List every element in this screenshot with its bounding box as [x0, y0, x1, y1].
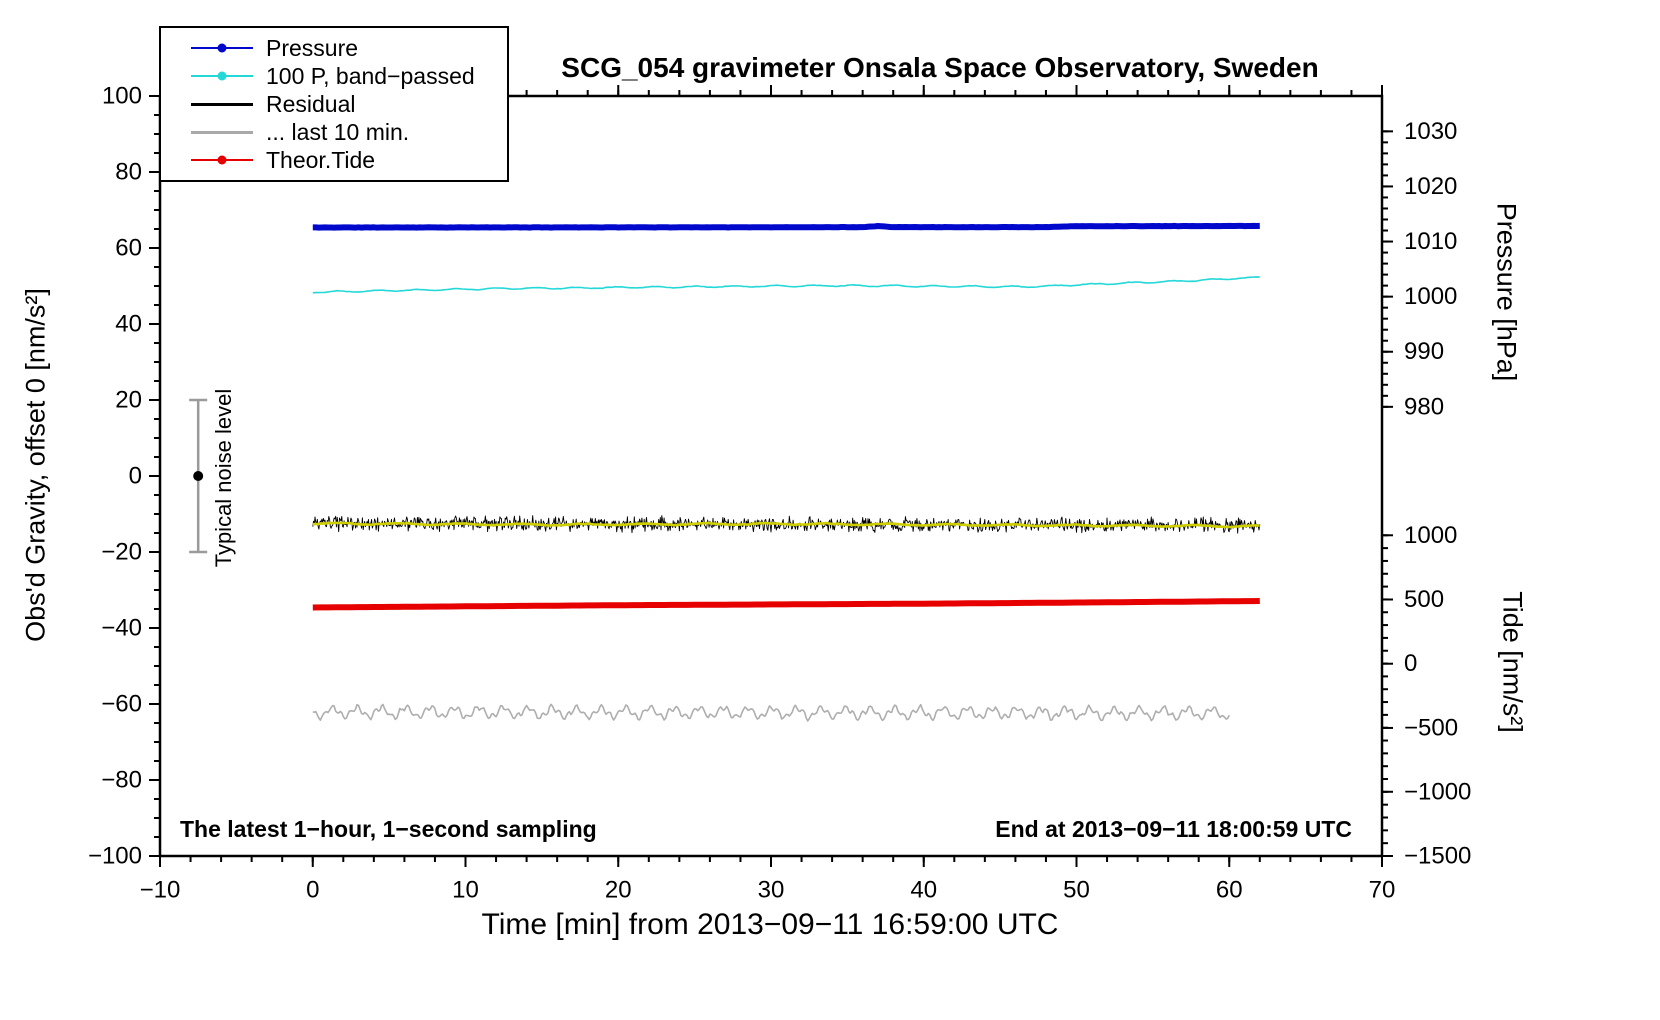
right-tick-label: −500: [1404, 714, 1458, 741]
y-tick-label: 80: [115, 159, 142, 186]
right-tick-label: 990: [1404, 338, 1444, 365]
series-pressure: [312, 222, 1260, 231]
legend-label: Theor.Tide: [266, 146, 376, 173]
noise-dot: [193, 471, 204, 481]
x-tick-label: 50: [1063, 877, 1090, 904]
legend-marker: [191, 43, 253, 53]
legend-item: Theor.Tide: [191, 146, 507, 174]
x-axis-label: Time [min] from 2013−09−11 16:59:00 UTC: [481, 908, 1059, 941]
legend-dot-icon: [217, 155, 227, 165]
legend-item: ... last 10 min.: [191, 118, 507, 146]
legend-dot-icon: [217, 71, 227, 81]
right-tick-label: 1000: [1404, 283, 1457, 310]
legend-marker: [191, 130, 253, 134]
right-tick-label: 1000: [1404, 522, 1457, 549]
legend-label: Pressure: [266, 34, 359, 61]
series-theoretical-tide: [312, 598, 1260, 611]
chart-title: SCG_054 gravimeter Onsala Space Observat…: [561, 52, 1319, 83]
legend-item: Residual: [191, 90, 507, 118]
axes: [149, 85, 1393, 867]
y-tick-label: 40: [115, 311, 142, 338]
series-band-passed-pressure: [312, 276, 1260, 294]
legend-label: ... last 10 min.: [266, 118, 410, 145]
y-axis-label-pressure: Pressure [hPa]: [1491, 202, 1522, 382]
right-tick-label: 500: [1404, 586, 1444, 613]
right-tick-label: 1020: [1404, 173, 1457, 200]
x-tick-label: −10: [140, 877, 181, 904]
x-tick-label: 10: [452, 877, 479, 904]
legend-marker: [191, 155, 253, 165]
legend-label: 100 P, band−passed: [266, 62, 475, 89]
right-tick-label: 0: [1404, 650, 1417, 677]
end-time-note: End at 2013−09−11 18:00:59 UTC: [995, 816, 1352, 842]
y-axis-label-gravity: Obs'd Gravity, offset 0 [nm/s²]: [20, 288, 51, 642]
legend-item: 100 P, band−passed: [191, 62, 507, 90]
legend-dot-icon: [217, 43, 227, 53]
right-tick-label: −1000: [1404, 778, 1471, 805]
right-tick-label: 1010: [1404, 228, 1457, 255]
sampling-note: The latest 1−hour, 1−second sampling: [180, 816, 597, 842]
y-tick-label: 60: [115, 235, 142, 262]
x-tick-label: 40: [910, 877, 937, 904]
noise-level-label: Typical noise level: [211, 388, 236, 568]
legend-marker: [191, 71, 253, 81]
series-residual-mean: [312, 521, 1260, 529]
x-tick-label: 60: [1216, 877, 1243, 904]
y-tick-label: 0: [129, 463, 142, 490]
legend-item: Pressure: [191, 34, 507, 62]
x-tick-label: 0: [306, 877, 319, 904]
y-tick-label: 20: [115, 387, 142, 414]
right-tick-label: 1030: [1404, 118, 1457, 145]
x-tick-label: 20: [605, 877, 632, 904]
plot-frame: [158, 94, 1384, 858]
noise-errorbar: [189, 398, 208, 554]
x-tick-label: 30: [758, 877, 785, 904]
legend: Pressure 100 P, band−passed Residual... la…: [159, 26, 509, 182]
right-tick-label: 980: [1404, 393, 1444, 420]
y-tick-label: −60: [101, 691, 142, 718]
right-tick-label: −1500: [1404, 843, 1471, 870]
y-tick-label: 100: [102, 83, 142, 110]
legend-label: Residual: [266, 90, 356, 117]
y-tick-label: −20: [101, 539, 142, 566]
series-residual-last-10min: [312, 703, 1231, 722]
x-tick-label: 70: [1369, 877, 1396, 904]
legend-marker: [191, 102, 253, 106]
y-tick-label: −40: [101, 615, 142, 642]
y-tick-label: −80: [101, 767, 142, 794]
y-tick-label: −100: [88, 843, 142, 870]
y-axis-label-tide: Tide [nm/s²]: [1497, 591, 1528, 733]
